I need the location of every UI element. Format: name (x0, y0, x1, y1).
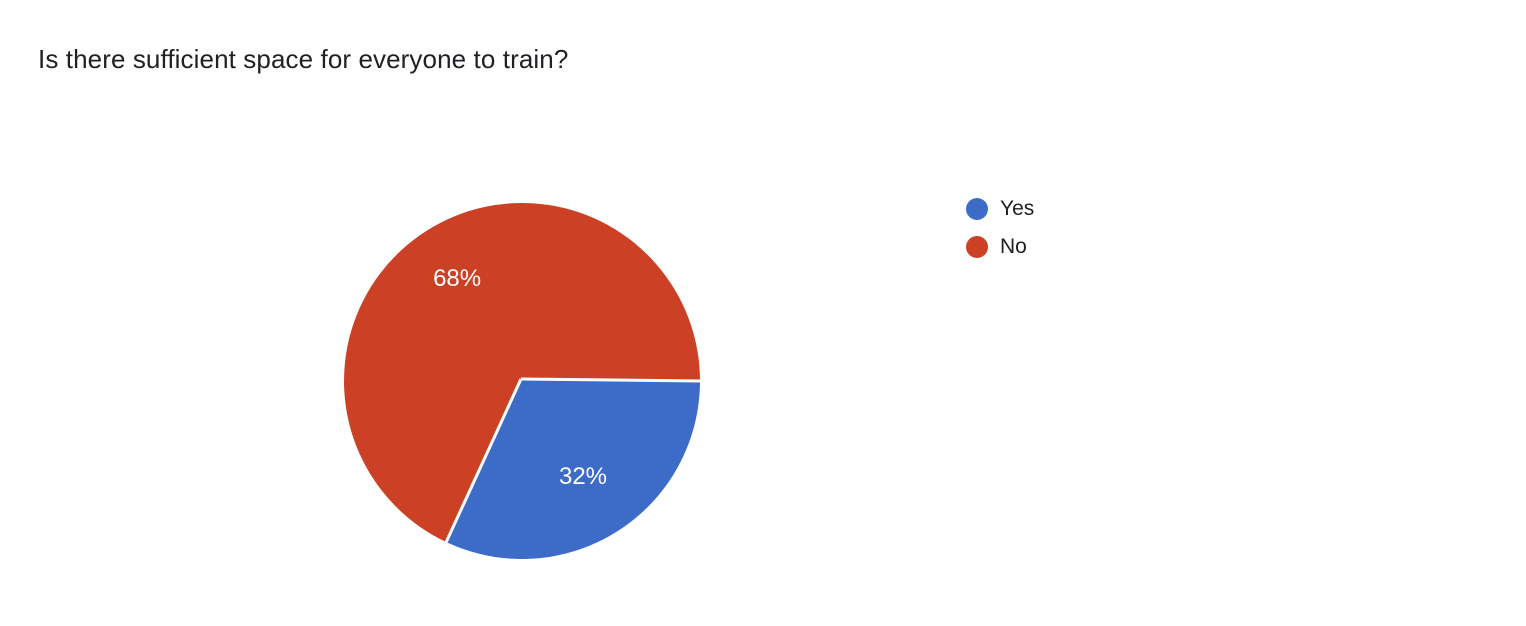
legend-item-no[interactable]: No (966, 236, 1034, 258)
pie-slice-no[interactable] (344, 203, 700, 543)
chart-title: Is there sufficient space for everyone t… (38, 44, 569, 74)
legend-swatch-no-icon (966, 236, 988, 258)
pie-chart-svg (344, 203, 701, 560)
chart-legend: Yes No (966, 198, 1034, 258)
pie-slice-divider-start (520, 377, 701, 383)
legend-label-yes: Yes (1000, 197, 1035, 220)
legend-label-no: No (1000, 235, 1027, 258)
legend-swatch-yes-icon (966, 198, 988, 220)
pie-slice-yes[interactable] (446, 379, 700, 560)
pie-chart[interactable]: 68% 32% (344, 203, 701, 560)
pie-slice-divider-end (444, 378, 523, 543)
legend-item-yes[interactable]: Yes (966, 198, 1034, 220)
